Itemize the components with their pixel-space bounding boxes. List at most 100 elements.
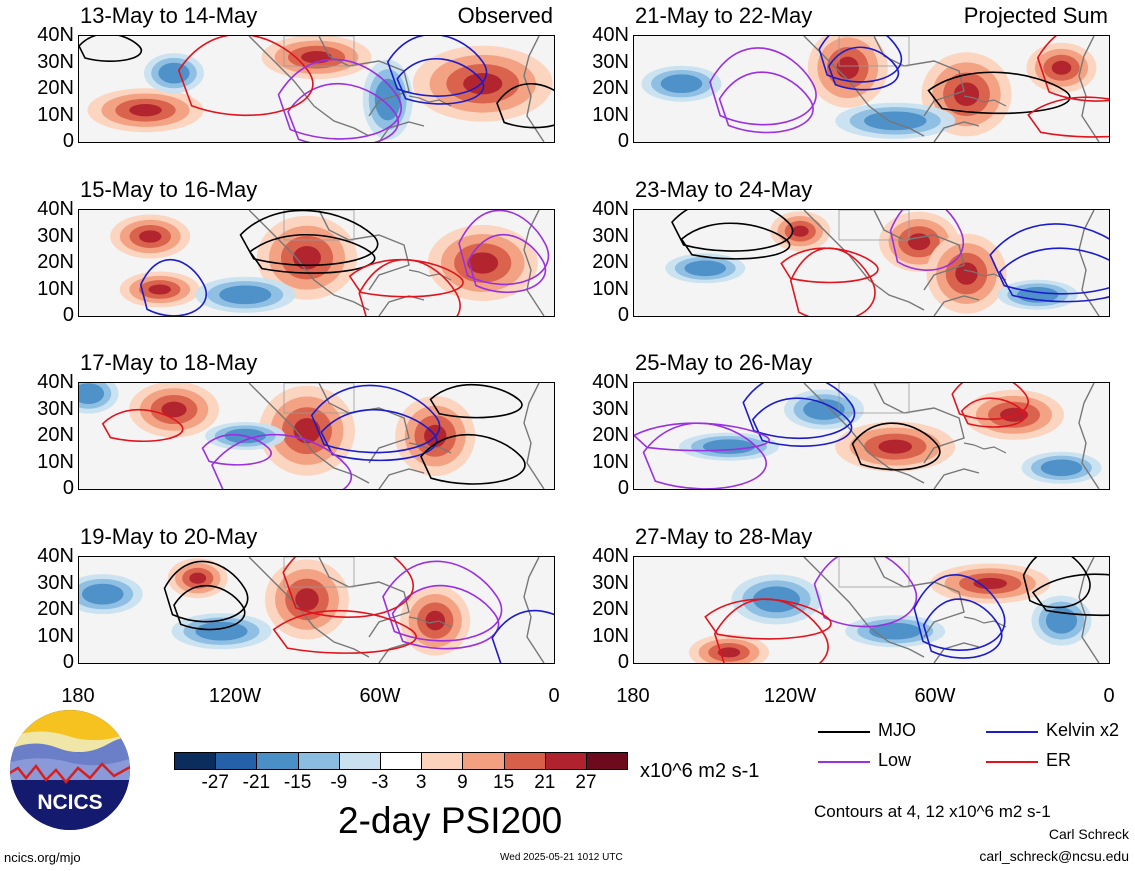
y-tick: 10N [37,450,74,473]
panel-title: 17-May to 18-May [80,350,258,375]
colorbar-swatch [380,752,423,770]
colorbar-swatch [462,752,505,770]
ncics-logo: NCICS [8,708,132,832]
colorbar-swatch [503,752,546,770]
logo-text: NCICS [37,791,102,814]
colorbar-swatch [256,752,299,770]
y-tick: 30N [592,571,629,594]
y-tick: 40N [592,371,629,393]
y-tick: 30N [37,397,74,420]
panel-title: 15-May to 16-May [80,177,258,202]
author-email: carl_schreck@ncsu.edu [979,848,1129,864]
map-panel [633,382,1110,490]
map-panel [633,35,1110,143]
colorbar-swatch [215,752,258,770]
map-panel [78,382,555,490]
map-panel [78,209,555,317]
y-tick: 40N [592,198,629,220]
colorbar-tick: 3 [415,772,427,793]
y-tick: 20N [37,598,74,620]
site-url: ncics.org/mjo [4,850,81,865]
map-panel [78,35,555,143]
y-tick: 30N [592,397,629,420]
mjo-label: MJO [878,720,916,740]
y-tick: 30N [37,50,74,73]
panel-title: 27-May to 28-May [635,524,813,549]
colorbar-tick: 27 [575,772,597,793]
y-tick: 0 [617,477,629,499]
y-tick: 20N [592,424,629,446]
y-tick: 40N [592,24,629,46]
colorbar-tick: 9 [457,772,468,793]
colorbar-tick: -15 [283,772,312,793]
y-tick: 40N [37,545,74,567]
timestamp: Wed 2025-05-21 1012 UTC [500,852,623,863]
x-tick: 120W [763,685,817,707]
map-panel [633,209,1110,317]
y-tick: 10N [592,450,629,473]
y-tick: 40N [37,24,74,46]
y-tick: 0 [62,651,74,673]
x-tick: 120W [208,685,262,707]
colorbar-tick: -27 [201,772,229,793]
er-label: ER [1046,750,1072,770]
panel-title: 25-May to 26-May [635,350,813,375]
contour-note: Contours at 4, 12 x10^6 m2 s-1 [814,802,1051,821]
y-tick: 0 [62,304,74,326]
colorbar-swatch [174,752,217,770]
er-swatch [986,761,1038,763]
panel-label: Observed [457,3,553,28]
colorbar-swatch [586,752,629,770]
x-tick: 60W [359,685,401,707]
y-tick: 0 [62,130,74,152]
y-tick: 40N [37,198,74,220]
y-tick: 0 [62,477,74,499]
map-panel [78,556,555,664]
x-tick: 0 [548,685,560,707]
y-tick: 10N [592,624,629,647]
y-tick: 20N [592,77,629,99]
y-tick: 10N [37,277,74,300]
y-tick: 30N [592,224,629,247]
y-tick: 10N [592,277,629,300]
y-tick: 30N [37,571,74,594]
figure-title: 2-day PSI200 [338,800,563,841]
colorbar-swatch [544,752,587,770]
y-tick: 0 [617,130,629,152]
mjo-swatch [818,731,870,733]
colorbar-tick: -21 [242,772,271,793]
panel-title: 19-May to 20-May [80,524,258,549]
author: Carl Schreck [1048,826,1129,842]
colorbar-swatch [297,752,340,770]
y-tick: 20N [37,251,74,273]
y-tick: 40N [37,371,74,393]
colorbar-units: x10^6 m2 s-1 [640,760,760,782]
panel-label: Projected Sum [963,3,1108,28]
y-tick: 20N [37,424,74,446]
x-tick: 0 [1103,685,1115,707]
low-label: Low [878,750,912,770]
colorbar-tick: -3 [371,772,389,793]
y-tick: 0 [617,651,629,673]
colorbar-swatch [421,752,464,770]
x-tick: 180 [61,685,95,707]
y-tick: 10N [592,103,629,126]
colorbar-tick: 15 [493,772,515,793]
x-tick: 60W [914,685,956,707]
colorbar-swatch [338,752,381,770]
y-tick: 30N [37,224,74,247]
y-tick: 0 [617,304,629,326]
y-tick: 20N [592,598,629,620]
y-tick: 30N [592,50,629,73]
colorbar-tick: -9 [330,772,348,793]
kelvin-label: Kelvin x2 [1046,720,1120,740]
y-tick: 10N [37,103,74,126]
x-tick: 180 [616,685,650,707]
y-tick: 20N [592,251,629,273]
panel-title: 13-May to 14-May [80,3,258,28]
y-tick: 10N [37,624,74,647]
kelvin-swatch [986,731,1038,733]
colorbar-tick: 21 [534,772,556,793]
y-tick: 40N [592,545,629,567]
y-tick: 20N [37,77,74,99]
